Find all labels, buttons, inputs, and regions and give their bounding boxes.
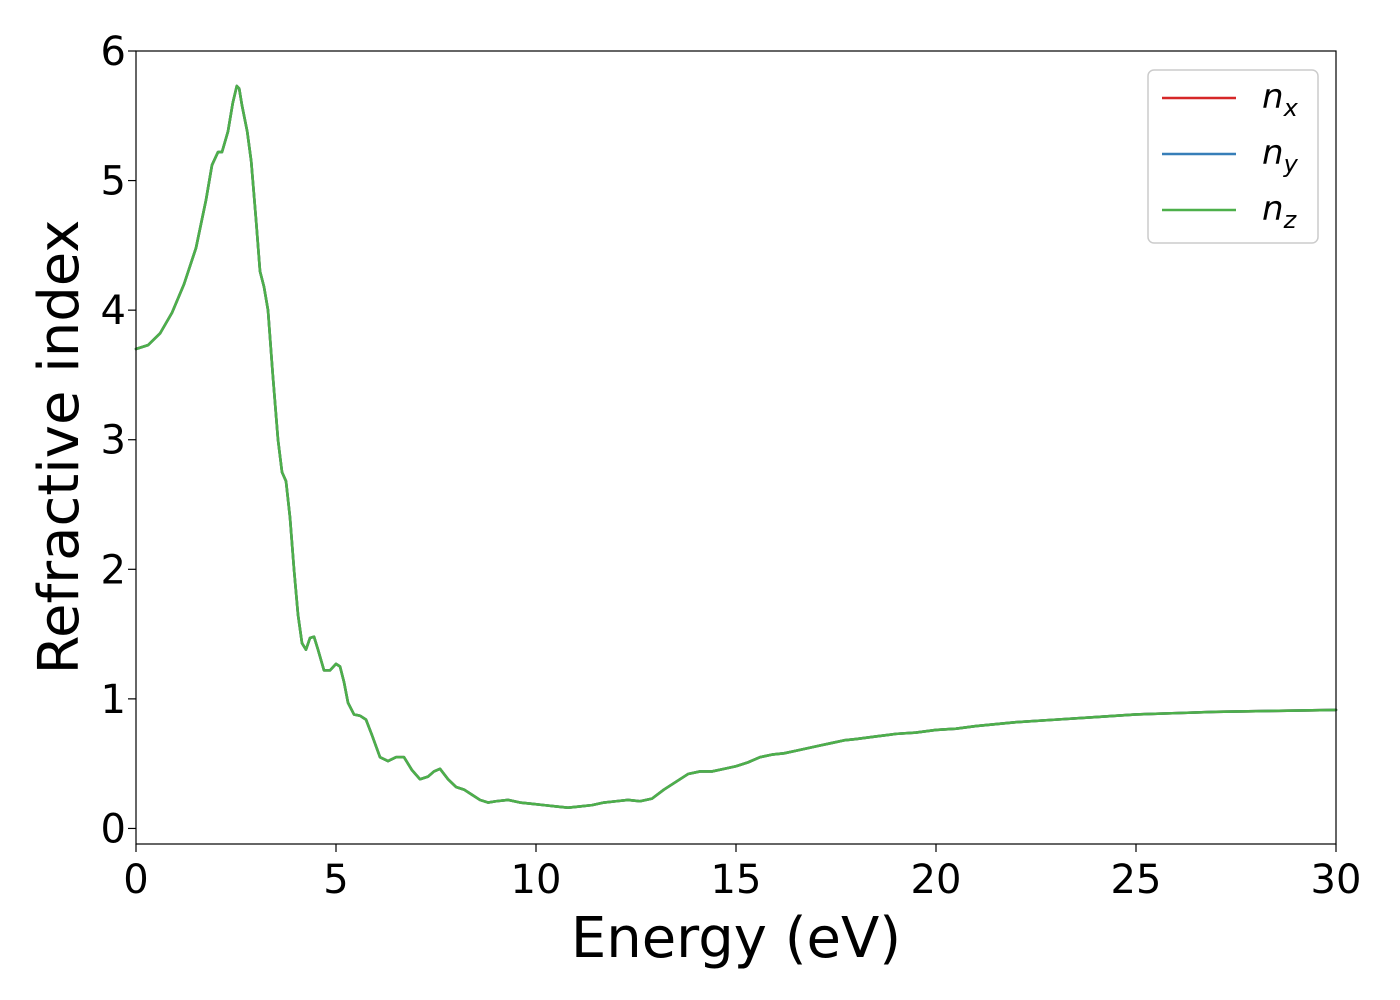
x-tick-label: 20 xyxy=(911,857,962,903)
legend-label: ny xyxy=(1262,133,1299,178)
y-axis-ticks: 0 1 2 3 4 5 6 xyxy=(101,29,136,852)
x-tick-label: 25 xyxy=(1111,857,1162,903)
x-axis-label: Energy (eV) xyxy=(571,906,901,971)
y-tick-label: 6 xyxy=(101,29,126,75)
legend-label: nz xyxy=(1262,189,1298,234)
y-tick-label: 0 xyxy=(101,806,126,852)
series-line-n-z xyxy=(134,84,1338,810)
plot-frame xyxy=(135,50,1337,845)
legend-box xyxy=(1147,69,1319,244)
series-lines xyxy=(134,84,1338,810)
x-tick-label: 0 xyxy=(123,857,148,903)
legend-label: nx xyxy=(1262,77,1299,122)
x-tick-label: 15 xyxy=(711,857,762,903)
x-tick-label: 30 xyxy=(1311,857,1362,903)
y-tick-label: 5 xyxy=(101,159,126,205)
y-tick-label: 1 xyxy=(101,677,126,723)
y-tick-label: 2 xyxy=(101,547,126,593)
y-tick-label: 3 xyxy=(101,418,126,464)
x-tick-label: 10 xyxy=(511,857,562,903)
x-axis-ticks: 0 5 10 15 20 25 30 xyxy=(123,844,1361,903)
legend: nx ny nz xyxy=(1147,69,1319,244)
plot-area xyxy=(136,51,1336,844)
x-tick-label: 5 xyxy=(323,857,348,903)
y-tick-label: 4 xyxy=(101,288,126,334)
y-axis-label: Refractive index xyxy=(27,220,92,675)
